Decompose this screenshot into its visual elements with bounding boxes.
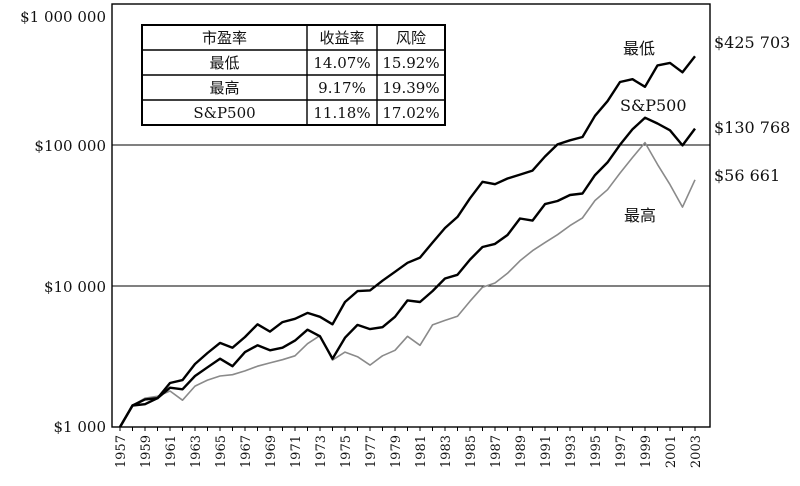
x-tick-label: 1971: [289, 435, 304, 468]
series-name-label: S&P500: [620, 96, 687, 115]
table-cell: 15.92%: [382, 54, 439, 72]
y-tick-label: $10 000: [44, 278, 106, 296]
x-tick-label: 2003: [689, 435, 704, 468]
series-lines: [118, 55, 696, 428]
x-tick-label: 1973: [314, 435, 329, 468]
x-tick-label: 1993: [564, 435, 579, 468]
table-cell: 最高: [209, 79, 239, 97]
x-tick-label: 1963: [189, 435, 204, 468]
x-tick-label: 1977: [364, 435, 379, 468]
series-name-label: 最低: [623, 39, 655, 58]
end-value-labels: $425 703 $130 768 $56 661: [714, 33, 790, 185]
table-cell: 9.17%: [318, 79, 366, 97]
plot-frame: [111, 3, 711, 428]
x-tick-label: 1959: [139, 435, 154, 468]
x-axis: 1957 1959 1961 1963 1965 1967 1969 1971 1973 1975…: [114, 427, 704, 468]
table-cell: S&P500: [193, 104, 255, 122]
x-tick-label: 1995: [589, 435, 604, 468]
table-cell: 14.07%: [313, 54, 370, 72]
series-name-label: 最高: [624, 206, 656, 225]
y-tick-label: $1 000 000: [20, 8, 106, 26]
table-cell: 11.18%: [313, 104, 370, 122]
x-tick-label: 1983: [439, 435, 454, 468]
x-tick-label: 1987: [489, 435, 504, 468]
table-cell: 17.02%: [382, 104, 439, 122]
y-axis: $1 000 $10 000 $100 000 $1 000 000: [20, 8, 106, 436]
series-name-labels: 最低 S&P500 最高: [620, 39, 687, 225]
x-tick-label: 1999: [639, 435, 654, 468]
end-value-label: $425 703: [714, 33, 790, 52]
x-tick-label: 1969: [264, 435, 279, 468]
x-tick-label: 1957: [114, 435, 129, 468]
table-cell: 最低: [209, 54, 239, 72]
end-value-label: $56 661: [714, 166, 780, 185]
x-tick-label: 2001: [664, 435, 679, 468]
gridlines: [112, 144, 710, 287]
series-line: [119, 141, 696, 428]
table-header-cell: 风险: [396, 29, 426, 47]
end-value-label: $130 768: [714, 118, 790, 137]
x-tick-label: 1967: [239, 435, 254, 468]
table-header-cell: 市盈率: [202, 29, 247, 47]
x-tick-label: 1975: [339, 435, 354, 468]
table-header-cell: 收益率: [319, 29, 364, 47]
x-tick-label: 1965: [214, 435, 229, 468]
series-line: [118, 55, 696, 428]
x-tick-label: 1979: [389, 435, 404, 468]
x-tick-label: 1981: [414, 435, 429, 468]
x-tick-label: 1991: [539, 435, 554, 468]
y-tick-label: $100 000: [34, 137, 106, 155]
y-tick-label: $1 000: [54, 418, 107, 436]
table-cell: 19.39%: [382, 79, 439, 97]
x-tick-label: 1961: [164, 435, 179, 468]
x-tick-label: 1985: [464, 435, 479, 468]
series-line: [118, 116, 696, 428]
x-tick-label: 1989: [514, 435, 529, 468]
x-tick-label: 1997: [614, 435, 629, 468]
